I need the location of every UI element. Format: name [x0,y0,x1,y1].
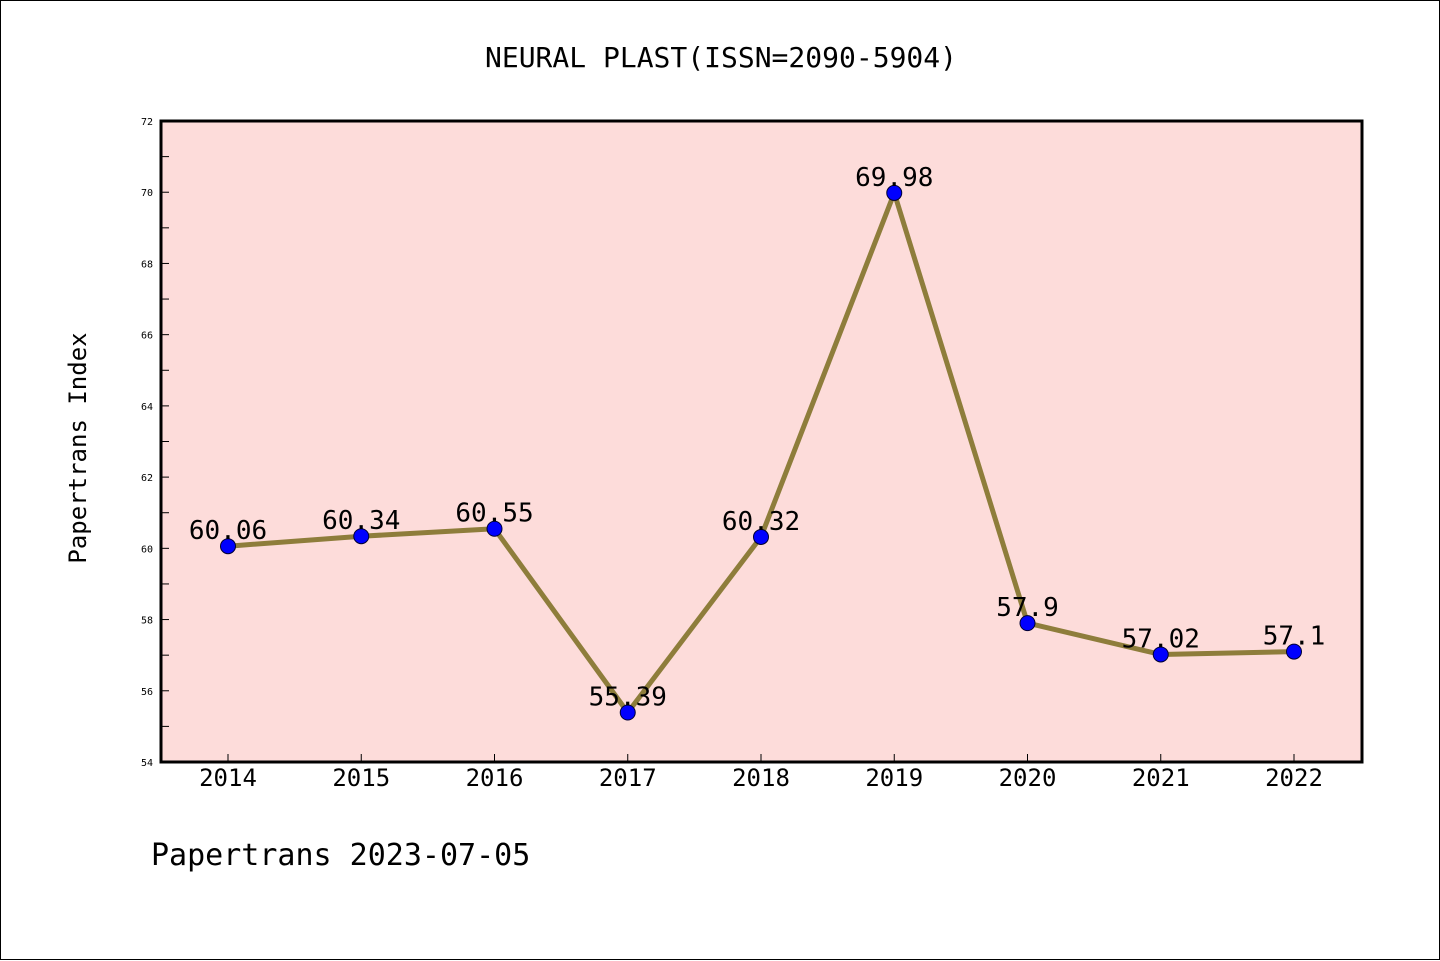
data-point [753,528,769,545]
y-tick-label: 60 [141,544,153,555]
data-point [1019,615,1036,632]
y-tick-label: 70 [141,188,153,199]
y-tick-label: 64 [141,402,153,413]
data-label: 60.34 [322,506,400,536]
x-axis: 2014 2015 2016 2017 2018 2019 2020 2021 2022 [199,754,1323,792]
x-tick-label: 2014 [199,764,257,792]
x-tick-label: 2019 [865,764,923,792]
plot-area [161,121,1362,762]
data-point [353,528,370,545]
data-point [1152,646,1169,663]
data-label: 69.98 [855,163,933,193]
x-tick-label: 2017 [599,764,657,792]
data-point [486,520,503,537]
y-tick-label: 62 [141,473,153,484]
data-label: 60.55 [455,499,533,529]
data-point [220,538,236,555]
y-tick-label: 72 [141,117,153,128]
x-tick-label: 2015 [332,764,390,792]
x-tick-label: 2016 [466,764,524,792]
data-label: 57.02 [1122,624,1200,654]
data-point [619,704,636,721]
x-tick-label: 2021 [1132,764,1190,792]
data-label: 60.06 [189,516,267,546]
data-label-group: 60.06 60.34 60.55 55.39 60.32 69.98 57.9 57.02 5… [189,163,1325,713]
y-tick-label: 56 [141,687,153,698]
data-point [1286,643,1302,660]
plot-border [159,119,1364,764]
data-point [886,184,903,201]
y-tick-label: 68 [141,259,153,270]
chart-title: NEURAL PLAST(ISSN=2090-5904) [485,41,957,74]
y-axis: 54 56 58 60 62 64 66 68 70 72 [141,117,169,769]
y-tick-label: 58 [141,616,153,627]
y-tick-label: 66 [141,331,153,342]
data-label: 60.32 [722,507,800,537]
data-label: 57.9 [996,593,1059,623]
marker-group [220,184,1302,721]
data-label: 57.1 [1263,622,1326,652]
footer-date-stamp: Papertrans 2023-07-05 [151,838,530,873]
x-tick-label: 2018 [732,764,790,792]
y-axis-label: Papertrans Index [64,332,92,563]
data-label: 55.39 [589,683,667,713]
y-tick-label: 54 [141,758,153,769]
x-tick-label: 2022 [1265,764,1323,792]
x-tick-label: 2020 [999,764,1057,792]
